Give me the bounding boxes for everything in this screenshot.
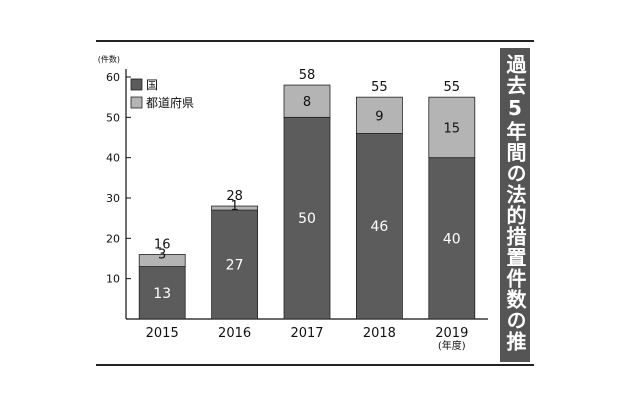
value-label-todofuken: 1 (230, 199, 238, 214)
value-label-bg (440, 229, 463, 247)
bar-todofuken (355, 96, 403, 134)
total-label: 28 (226, 189, 243, 204)
x-tick-label: 2016 (218, 326, 251, 341)
value-label-kuni: 27 (226, 258, 244, 274)
x-tick-label: 2017 (290, 326, 323, 341)
legend-swatch (130, 96, 143, 109)
bottom-rule (96, 364, 534, 366)
y-tick-label: 40 (106, 152, 120, 165)
bar-todofuken (138, 254, 186, 267)
total-label: 55 (371, 80, 388, 95)
y-tick-label: 50 (106, 111, 120, 124)
bar-todofuken (428, 96, 476, 159)
legend-label: 都道府県 (146, 95, 194, 110)
value-label-todofuken: 8 (303, 95, 311, 110)
bar-todofuken (211, 205, 259, 211)
value-label-bg (223, 255, 246, 273)
value-label-bg (368, 217, 391, 235)
chart-title: 過去5年間の法的措置件数の推移 (474, 48, 530, 362)
value-label-todofuken: 3 (158, 247, 166, 262)
x-tick-label: 2019 (435, 326, 468, 341)
total-label: 55 (444, 80, 461, 95)
value-label-kuni: 46 (370, 219, 388, 235)
legend-swatch (130, 78, 143, 91)
value-label-bg (151, 283, 174, 301)
y-unit-label: (件数) (98, 54, 120, 64)
x-tick-label: 2015 (146, 326, 179, 341)
x-unit-label: (年度) (438, 339, 466, 352)
value-label-todofuken: 15 (444, 121, 461, 136)
total-label: 58 (299, 68, 316, 83)
top-rule (96, 40, 534, 42)
value-label-kuni: 40 (443, 231, 461, 247)
value-label-kuni: 13 (153, 286, 171, 302)
legend-label: 国 (146, 78, 158, 92)
y-tick-label: 60 (106, 71, 120, 84)
y-tick-label: 20 (106, 232, 120, 245)
value-label-kuni: 50 (298, 211, 316, 227)
x-tick-label: 2018 (363, 326, 396, 341)
bar-todofuken (283, 84, 331, 118)
total-label: 16 (154, 237, 171, 252)
y-tick-label: 10 (106, 273, 120, 286)
value-label-todofuken: 9 (375, 109, 383, 124)
value-label-bg (296, 209, 318, 227)
y-tick-label: 30 (106, 192, 120, 205)
